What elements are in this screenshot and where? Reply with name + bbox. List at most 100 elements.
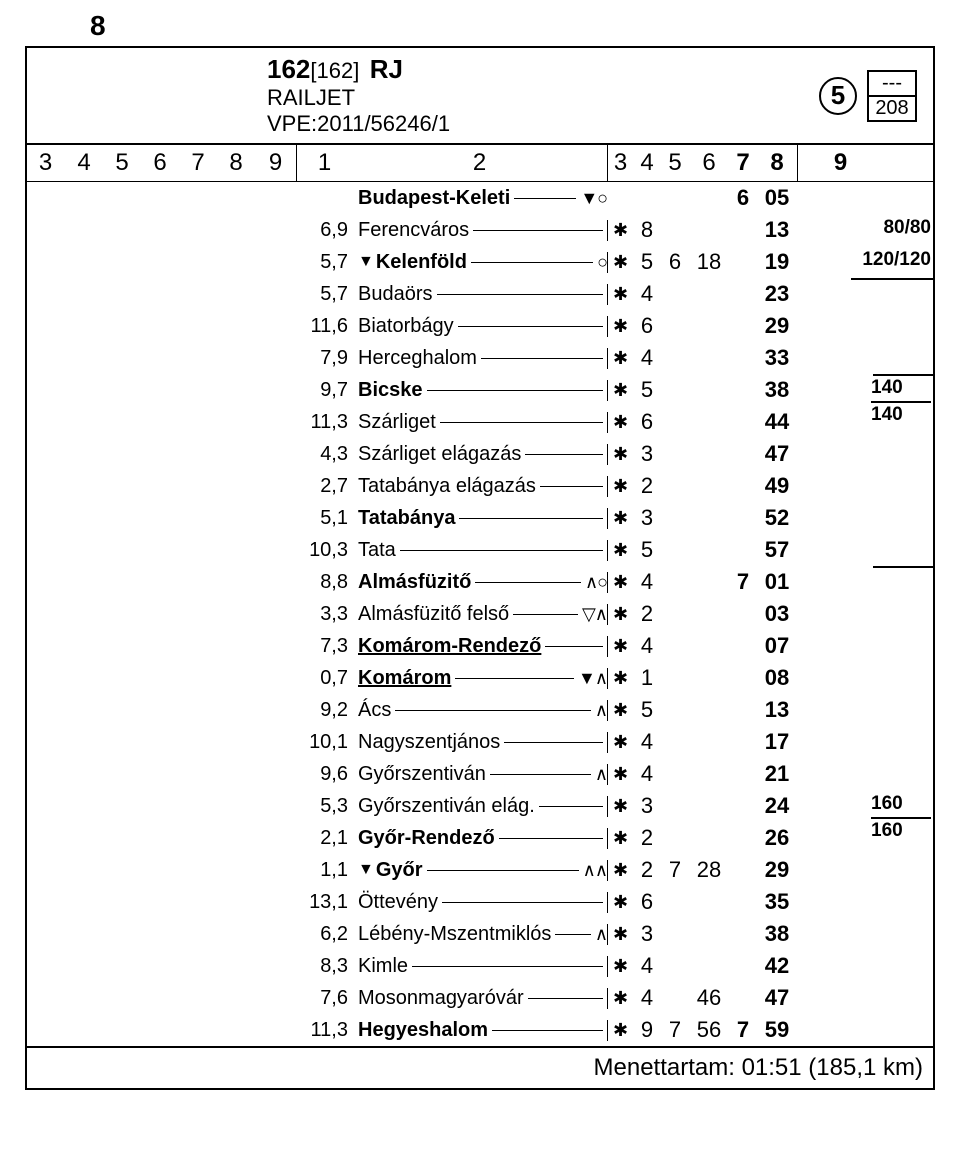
station-cell: Herceghalom bbox=[352, 347, 607, 370]
station-cell: Biatorbágy bbox=[352, 315, 607, 338]
station-symbols: ∧ bbox=[595, 700, 607, 721]
col-r6: 6 bbox=[689, 145, 729, 181]
km-cell: 9,2 bbox=[297, 699, 352, 722]
station-cell: Lébény-Mszentmiklós∧ bbox=[352, 923, 607, 946]
km-cell: 2,1 bbox=[297, 827, 352, 850]
speed-value: 80/80 bbox=[883, 218, 931, 239]
table-row: 2,1Győr-Rendező✱226 bbox=[27, 822, 933, 854]
time-cell: 49 bbox=[757, 473, 797, 499]
table-row: 3,3Almásfüzitő felső▽∧✱203 bbox=[27, 598, 933, 630]
time-cell: 4 bbox=[633, 633, 661, 659]
leader-line bbox=[427, 870, 579, 871]
col-9: 9 bbox=[255, 145, 297, 181]
km-cell: 5,1 bbox=[297, 507, 352, 530]
table-row: 11,3Hegyeshalom✱9756759 bbox=[27, 1014, 933, 1046]
speed-value: 120/120 bbox=[862, 250, 931, 271]
time-cell: 7 bbox=[729, 1017, 757, 1043]
time-cell: ✱ bbox=[607, 316, 633, 337]
leader-line bbox=[499, 838, 603, 839]
time-cell: 7 bbox=[661, 857, 689, 883]
time-cell: ✱ bbox=[607, 444, 633, 465]
station-symbols: ∧○ bbox=[585, 572, 607, 593]
table-row: 10,1Nagyszentjános✱417 bbox=[27, 726, 933, 758]
km-cell: 5,7 bbox=[297, 251, 352, 274]
time-cell: ✱ bbox=[607, 252, 633, 273]
leader-line bbox=[481, 358, 603, 359]
time-cell: 57 bbox=[757, 537, 797, 563]
time-cell: 4 bbox=[633, 569, 661, 595]
table-row: 7,9Herceghalom✱433 bbox=[27, 342, 933, 374]
station-cell: Komárom▼∧ bbox=[352, 667, 607, 690]
leader-line bbox=[471, 262, 593, 263]
table-row: 9,2Ács∧✱513 bbox=[27, 694, 933, 726]
table-row: 5,7Budaörs✱423 bbox=[27, 278, 933, 310]
leader-line bbox=[540, 486, 603, 487]
col-5: 5 bbox=[103, 145, 141, 181]
col-1: 1 bbox=[297, 145, 352, 181]
time-cell: 28 bbox=[689, 857, 729, 883]
speed-divider bbox=[871, 817, 931, 819]
box-top: --- bbox=[867, 70, 917, 95]
station-cell: Szárliget bbox=[352, 411, 607, 434]
time-cell: ✱ bbox=[607, 540, 633, 561]
time-cell: 29 bbox=[757, 313, 797, 339]
train-number-bracket: [162] bbox=[310, 58, 359, 83]
station-name: Tatabánya elágazás bbox=[358, 475, 536, 498]
leader-line bbox=[555, 934, 590, 935]
speed-annotation: 80/80 bbox=[883, 218, 931, 239]
header: 162[162] RJ RAILJET VPE:2011/56246/1 5 -… bbox=[27, 48, 933, 145]
leader-line bbox=[514, 198, 576, 199]
col-6: 6 bbox=[141, 145, 179, 181]
station-name: Nagyszentjános bbox=[358, 731, 500, 754]
km-cell: 7,3 bbox=[297, 635, 352, 658]
train-type: RJ bbox=[370, 54, 403, 84]
leader-line bbox=[400, 550, 603, 551]
speed-annotation: 120/120 bbox=[862, 250, 931, 271]
km-cell: 6,9 bbox=[297, 219, 352, 242]
time-cell: 4 bbox=[633, 953, 661, 979]
station-cell: Ferencváros bbox=[352, 219, 607, 242]
leader-line bbox=[545, 646, 603, 647]
time-cell: ✱ bbox=[607, 668, 633, 689]
vpe-code: VPE:2011/56246/1 bbox=[267, 111, 819, 137]
station-symbols: ▼∧ bbox=[578, 668, 607, 689]
time-cell: ✱ bbox=[607, 796, 633, 817]
time-cell: 6 bbox=[661, 249, 689, 275]
time-cell: ✱ bbox=[607, 636, 633, 657]
km-cell: 4,3 bbox=[297, 443, 352, 466]
leader-line bbox=[427, 390, 604, 391]
station-cell: ▼Kelenföld○ bbox=[352, 251, 607, 274]
station-name: Tatabánya bbox=[358, 507, 455, 530]
col-r8: 8 bbox=[757, 145, 797, 181]
time-cell: 56 bbox=[689, 1017, 729, 1043]
time-cell: ✱ bbox=[607, 924, 633, 945]
time-cell: ✱ bbox=[607, 1020, 633, 1041]
station-cell: Almásfüzitő felső▽∧ bbox=[352, 603, 607, 626]
station-cell: Kimle bbox=[352, 955, 607, 978]
table-row: 11,3Szárliget✱644 bbox=[27, 406, 933, 438]
table-row: 7,3Komárom-Rendező✱407 bbox=[27, 630, 933, 662]
time-cell: ✱ bbox=[607, 732, 633, 753]
station-name: Almásfüzitő bbox=[358, 571, 471, 594]
time-cell: 4 bbox=[633, 761, 661, 787]
speed-annotation: 140140 bbox=[871, 378, 931, 426]
km-cell: 1,1 bbox=[297, 859, 352, 882]
time-cell: 6 bbox=[633, 889, 661, 915]
leader-line bbox=[412, 966, 603, 967]
col-r7: 7 bbox=[729, 145, 757, 181]
col-r5: 5 bbox=[661, 145, 689, 181]
speed-value: 140 bbox=[871, 405, 931, 426]
speed-tick bbox=[873, 566, 933, 568]
station-cell: Győr-Rendező bbox=[352, 827, 607, 850]
leader-line bbox=[528, 998, 603, 999]
km-cell: 5,3 bbox=[297, 795, 352, 818]
leader-line bbox=[440, 422, 603, 423]
table-row: 5,3Győrszentiván elág.✱324 bbox=[27, 790, 933, 822]
time-cell: 05 bbox=[757, 185, 797, 211]
header-right: 5 --- 208 bbox=[819, 70, 923, 122]
body: 3 4 5 6 7 8 9 1 2 3 4 5 6 7 8 9 Budapest… bbox=[27, 145, 933, 1046]
col-2: 2 bbox=[352, 145, 607, 181]
time-cell: 3 bbox=[633, 441, 661, 467]
time-cell: 13 bbox=[757, 217, 797, 243]
time-cell: ✱ bbox=[607, 348, 633, 369]
